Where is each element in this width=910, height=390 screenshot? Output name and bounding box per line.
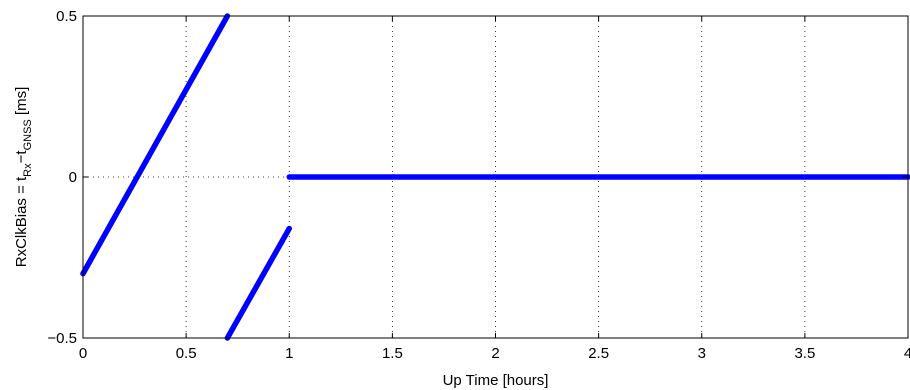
x-tick-label: 2.5 — [588, 345, 609, 362]
y-axis-label-main: RxClkBias = t — [13, 176, 30, 267]
x-tick-label: 4 — [904, 345, 910, 362]
y-axis-label-sub-gnss: GNSS — [22, 119, 34, 150]
x-tick-label: 3 — [698, 345, 706, 362]
series-line-1 — [80, 13, 231, 277]
x-tick-labels: 0 0.5 1 1.5 2 2.5 3 3.5 4 — [79, 345, 910, 362]
axis-ticks — [82, 15, 909, 339]
series-line-2 — [224, 225, 292, 341]
x-tick-label: 0.5 — [176, 345, 197, 362]
y-axis-label: RxClkBias = tRx−tGNSS [ms] — [13, 87, 34, 268]
y-tick-label: 0.5 — [56, 8, 77, 25]
x-tick-label: 3.5 — [794, 345, 815, 362]
y-axis-label-mid: −t — [13, 150, 30, 164]
x-axis-label: Up Time [hours] — [443, 372, 549, 389]
y-axis-label-sub-rx: Rx — [22, 163, 34, 177]
series-layer — [80, 13, 910, 341]
y-tick-label: 0 — [69, 169, 77, 186]
x-tick-label: 2 — [491, 345, 499, 362]
x-tick-label: 0 — [79, 345, 87, 362]
y-axis-label-unit: [ms] — [13, 87, 30, 120]
y-tick-label: −0.5 — [47, 330, 77, 347]
y-tick-labels: −0.5 0 0.5 — [47, 8, 77, 347]
x-tick-label: 1.5 — [382, 345, 403, 362]
x-tick-label: 1 — [285, 345, 293, 362]
